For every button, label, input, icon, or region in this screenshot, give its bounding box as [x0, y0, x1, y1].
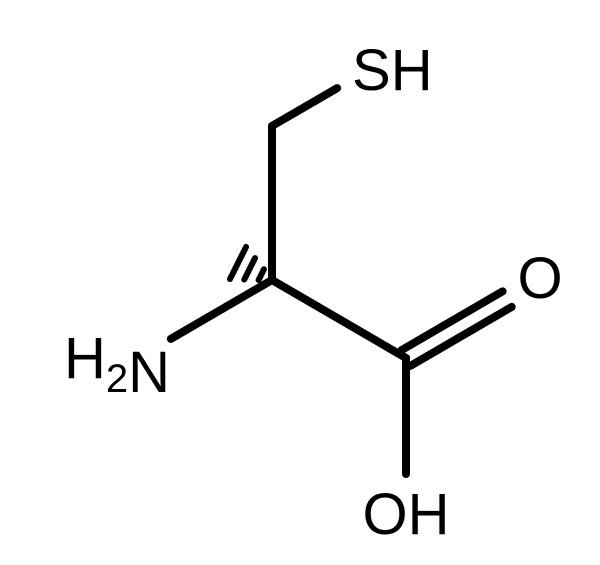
- molecule-diagram: SH H2N O OH: [0, 0, 600, 565]
- h2n-label: H2N: [64, 326, 170, 405]
- sh-label: SH: [352, 38, 433, 103]
- o-label: O: [517, 246, 562, 311]
- oh-label: OH: [362, 482, 449, 547]
